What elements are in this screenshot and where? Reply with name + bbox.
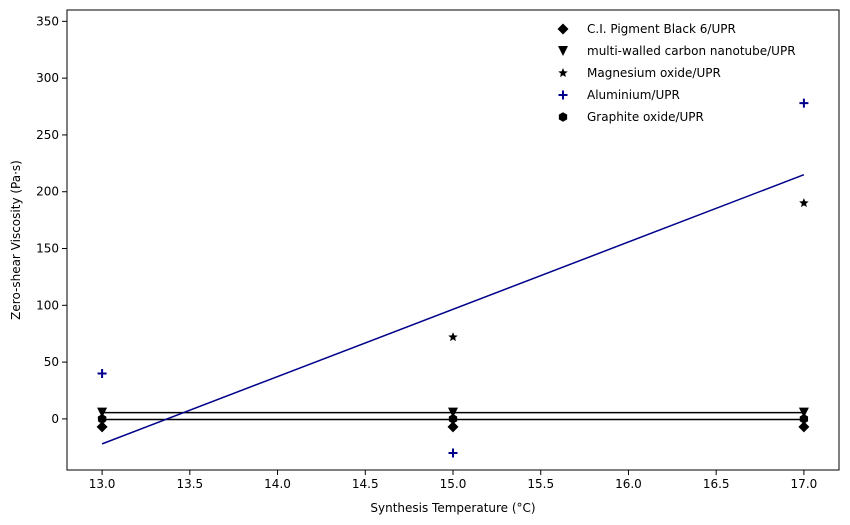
y-tick-label: 0 [51, 412, 59, 426]
y-tick-label: 200 [36, 185, 59, 199]
x-tick-label: 16.0 [615, 477, 642, 491]
data-point-series-0 [798, 421, 810, 433]
y-axis: 0 50 100 150 200 250 300 350 [36, 14, 67, 426]
x-axis-label: Synthesis Temperature (°C) [370, 501, 535, 515]
x-tick-label: 13.0 [89, 477, 116, 491]
legend-label: Graphite oxide/UPR [587, 110, 704, 124]
legend-marker-series-1 [558, 46, 568, 56]
x-tick-label: 13.5 [176, 477, 203, 491]
fit-line-series-3 [101, 173, 805, 445]
legend-marker-series-2 [558, 68, 568, 78]
legend-marker-series-3 [558, 90, 568, 100]
data-point-series-1 [798, 407, 809, 418]
data-point-series-1 [448, 407, 458, 418]
y-axis-label: Zero-shear Viscosity (Pa·s) [9, 160, 23, 320]
x-tick-label: 17.0 [791, 477, 818, 491]
y-tick-label: 150 [36, 242, 59, 256]
y-tick-label: 50 [44, 355, 59, 369]
data-point-series-2 [799, 198, 809, 208]
data-point-series-4 [799, 414, 809, 424]
x-tick-label: 14.5 [352, 477, 379, 491]
x-tick-label: 14.0 [264, 477, 291, 491]
legend-marker-series-0 [557, 23, 569, 35]
legend-label: C.I. Pigment Black 6/UPR [587, 22, 736, 36]
data-point-series-0 [447, 421, 459, 433]
data-point-series-4 [97, 414, 107, 424]
legend-marker-series-4 [558, 112, 568, 122]
y-tick-label: 100 [36, 298, 59, 312]
plot-area-frame [66, 9, 840, 471]
legend-label: multi-walled carbon nanotube/UPR [587, 44, 796, 58]
data-point-series-3 [97, 368, 107, 378]
fit-lines [101, 173, 805, 445]
data-point-series-3 [799, 98, 809, 108]
x-axis: 13.0 13.5 14.0 14.5 15.0 15.5 16.0 16.5 17.0 [89, 470, 818, 491]
data-point-series-2 [448, 332, 458, 342]
legend-label: Magnesium oxide/UPR [587, 66, 721, 80]
data-point-series-0 [96, 421, 108, 433]
y-tick-label: 350 [36, 14, 59, 28]
data-point-series-3 [448, 448, 458, 458]
x-tick-label: 15.0 [440, 477, 467, 491]
legend: C.I. Pigment Black 6/UPR multi-walled car… [557, 22, 796, 124]
y-tick-label: 250 [36, 128, 59, 142]
y-tick-label: 300 [36, 71, 59, 85]
data-point-series-1 [97, 407, 108, 418]
x-tick-label: 15.5 [527, 477, 554, 491]
x-tick-label: 16.5 [703, 477, 730, 491]
data-points [96, 98, 810, 458]
legend-label: Aluminium/UPR [587, 88, 680, 102]
data-point-series-4 [448, 414, 458, 424]
